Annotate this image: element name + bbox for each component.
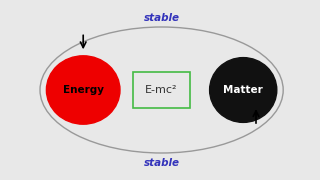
Ellipse shape <box>210 58 277 122</box>
Text: stable: stable <box>144 13 180 23</box>
Text: stable: stable <box>144 158 180 168</box>
Text: Matter: Matter <box>223 85 263 95</box>
Text: E-mc²: E-mc² <box>145 85 178 95</box>
Ellipse shape <box>46 56 120 124</box>
Text: Energy: Energy <box>63 85 104 95</box>
FancyBboxPatch shape <box>133 72 190 108</box>
